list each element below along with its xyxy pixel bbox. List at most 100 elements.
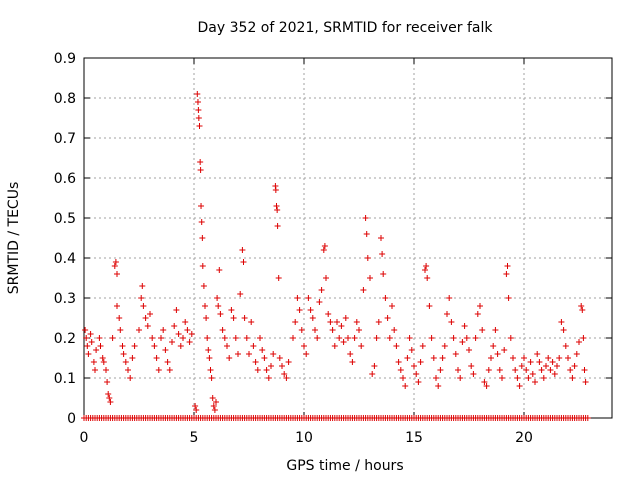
- data-point: [131, 343, 138, 349]
- data-point: [545, 355, 552, 361]
- data-point: [452, 351, 459, 357]
- data-point: [173, 307, 180, 313]
- data-point: [334, 319, 340, 325]
- y-tick-label: 0.6: [54, 171, 76, 187]
- data-point: [96, 335, 103, 341]
- data-point: [316, 299, 323, 305]
- data-point: [215, 303, 222, 309]
- data-point: [87, 331, 94, 337]
- data-point: [441, 343, 448, 349]
- data-point: [216, 267, 223, 273]
- data-point: [437, 367, 444, 373]
- data-point: [379, 251, 386, 257]
- data-point: [576, 339, 582, 345]
- data-point: [371, 363, 378, 369]
- data-point: [114, 271, 120, 277]
- data-point: [155, 367, 162, 373]
- data-point: [433, 375, 439, 381]
- data-point: [195, 107, 202, 113]
- data-point: [199, 263, 206, 269]
- data-point: [303, 351, 310, 357]
- data-point: [360, 287, 367, 293]
- data-point: [532, 379, 538, 385]
- data-point: [571, 363, 578, 369]
- data-point: [92, 367, 98, 373]
- x-axis: 0 5 10 15 20: [80, 58, 533, 446]
- data-point: [380, 271, 387, 277]
- data-point: [477, 303, 483, 309]
- y-tick-label: 0.2: [54, 331, 76, 347]
- data-point: [413, 371, 420, 377]
- data-point: [378, 235, 384, 241]
- data-point: [503, 271, 510, 277]
- data-point: [573, 351, 580, 357]
- data-point: [194, 99, 201, 105]
- data-point: [424, 275, 431, 281]
- data-point: [474, 311, 481, 317]
- data-point: [82, 327, 89, 333]
- data-point: [136, 327, 142, 333]
- data-point: [422, 267, 428, 273]
- grid: [84, 58, 612, 418]
- data-point: [111, 263, 118, 269]
- data-point: [492, 327, 499, 333]
- data-point: [463, 335, 470, 341]
- data-point: [106, 395, 113, 401]
- data-point: [224, 343, 230, 349]
- plot-frame: [83, 57, 613, 419]
- data-point: [285, 359, 292, 365]
- data-point: [147, 311, 153, 317]
- data-point: [166, 367, 173, 373]
- data-point: [518, 363, 525, 369]
- data-point: [200, 283, 207, 289]
- data-point: [527, 359, 534, 365]
- data-point: [538, 367, 545, 373]
- data-point: [259, 347, 266, 353]
- data-point: [204, 335, 211, 341]
- data-point: [194, 91, 201, 97]
- data-point: [196, 123, 203, 129]
- data-point: [139, 283, 146, 289]
- data-point: [338, 323, 345, 329]
- data-point: [129, 355, 136, 361]
- data-point: [160, 327, 167, 333]
- data-point: [584, 415, 591, 421]
- data-point: [395, 359, 402, 365]
- data-point: [193, 407, 200, 413]
- data-point: [214, 295, 221, 301]
- chart-title: Day 352 of 2021, SRMTID for receiver fal…: [198, 20, 494, 36]
- data-point: [153, 355, 160, 361]
- data-point: [226, 355, 233, 361]
- data-point: [149, 335, 156, 341]
- data-point: [205, 347, 212, 353]
- data-point: [84, 343, 91, 349]
- data-point: [581, 367, 588, 373]
- data-point: [512, 367, 519, 373]
- data-point: [241, 315, 248, 321]
- data-point: [296, 307, 303, 313]
- data-point: [384, 315, 391, 321]
- data-point: [88, 339, 95, 345]
- data-point: [455, 367, 461, 373]
- data-point: [393, 343, 400, 349]
- data-point: [85, 351, 92, 357]
- data-point: [240, 259, 247, 265]
- data-point: [203, 315, 210, 321]
- data-point: [461, 323, 468, 329]
- data-point: [468, 363, 475, 369]
- data-point: [281, 371, 288, 377]
- data-point: [206, 355, 213, 361]
- data-point: [367, 275, 373, 281]
- x-tick-label: 15: [405, 430, 423, 446]
- data-point: [411, 363, 417, 369]
- data-point: [560, 327, 567, 333]
- data-point: [104, 379, 111, 385]
- data-point: [90, 359, 97, 365]
- data-point: [274, 223, 281, 229]
- data-point: [125, 367, 131, 373]
- data-point: [419, 343, 426, 349]
- data-point: [265, 375, 272, 381]
- data-point: [415, 379, 422, 385]
- data-point: [109, 335, 116, 341]
